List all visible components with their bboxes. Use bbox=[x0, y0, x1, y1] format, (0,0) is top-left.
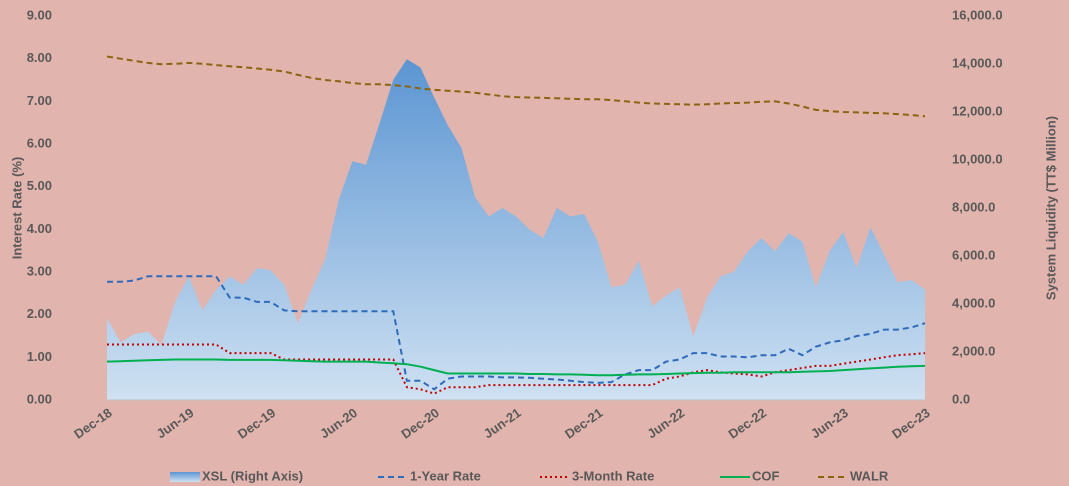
y-tick-label: 2.00 bbox=[27, 306, 52, 321]
y-tick-label: 4.00 bbox=[27, 221, 52, 236]
y-tick-label: 1.00 bbox=[27, 349, 52, 364]
x-tick-label: Jun-20 bbox=[317, 405, 360, 441]
x-tick-label: Dec-20 bbox=[398, 405, 442, 442]
y-axis-label: Interest Rate (%) bbox=[9, 157, 24, 260]
legend-label: 3-Month Rate bbox=[572, 468, 654, 483]
x-tick-label: Dec-21 bbox=[562, 405, 606, 442]
y2-tick-label: 0.0 bbox=[952, 391, 970, 406]
y2-tick-label: 2,000.0 bbox=[952, 343, 995, 358]
y-tick-label: 8.00 bbox=[27, 50, 52, 65]
legend-swatch bbox=[170, 472, 200, 482]
x-tick-label: Dec-22 bbox=[726, 405, 770, 442]
y-tick-label: 0.00 bbox=[27, 391, 52, 406]
y2-tick-label: 16,000.0 bbox=[952, 7, 1003, 22]
x-tick-label: Dec-18 bbox=[71, 405, 115, 442]
y-tick-label: 7.00 bbox=[27, 93, 52, 108]
legend-label: WALR bbox=[850, 468, 889, 483]
legend-label: COF bbox=[752, 468, 780, 483]
legend-label: 1-Year Rate bbox=[410, 468, 481, 483]
area bbox=[107, 59, 925, 400]
x-tick-label: Jun-21 bbox=[481, 405, 524, 441]
y2-tick-label: 4,000.0 bbox=[952, 295, 995, 310]
line bbox=[106, 55, 926, 118]
y2-tick-label: 12,000.0 bbox=[952, 103, 1003, 118]
x-tick-label: Jun-19 bbox=[154, 405, 197, 441]
y2-tick-label: 14,000.0 bbox=[952, 55, 1003, 70]
y2-tick-label: 8,000.0 bbox=[952, 199, 995, 214]
y-tick-label: 5.00 bbox=[27, 178, 52, 193]
y2-tick-label: 10,000.0 bbox=[952, 151, 1003, 166]
x-tick-label: Jun-22 bbox=[644, 405, 687, 441]
y-tick-label: 9.00 bbox=[27, 7, 52, 22]
y2-tick-label: 6,000.0 bbox=[952, 247, 995, 262]
y-tick-label: 3.00 bbox=[27, 263, 52, 278]
y2-axis-label: System Liquidity (TT$ Million) bbox=[1043, 116, 1058, 300]
legend-label: XSL (Right Axis) bbox=[202, 468, 303, 483]
x-tick-label: Jun-23 bbox=[808, 405, 851, 441]
line bbox=[106, 358, 926, 377]
y-tick-label: 6.00 bbox=[27, 135, 52, 150]
x-tick-label: Dec-23 bbox=[889, 405, 933, 442]
x-tick-label: Dec-19 bbox=[235, 405, 279, 442]
